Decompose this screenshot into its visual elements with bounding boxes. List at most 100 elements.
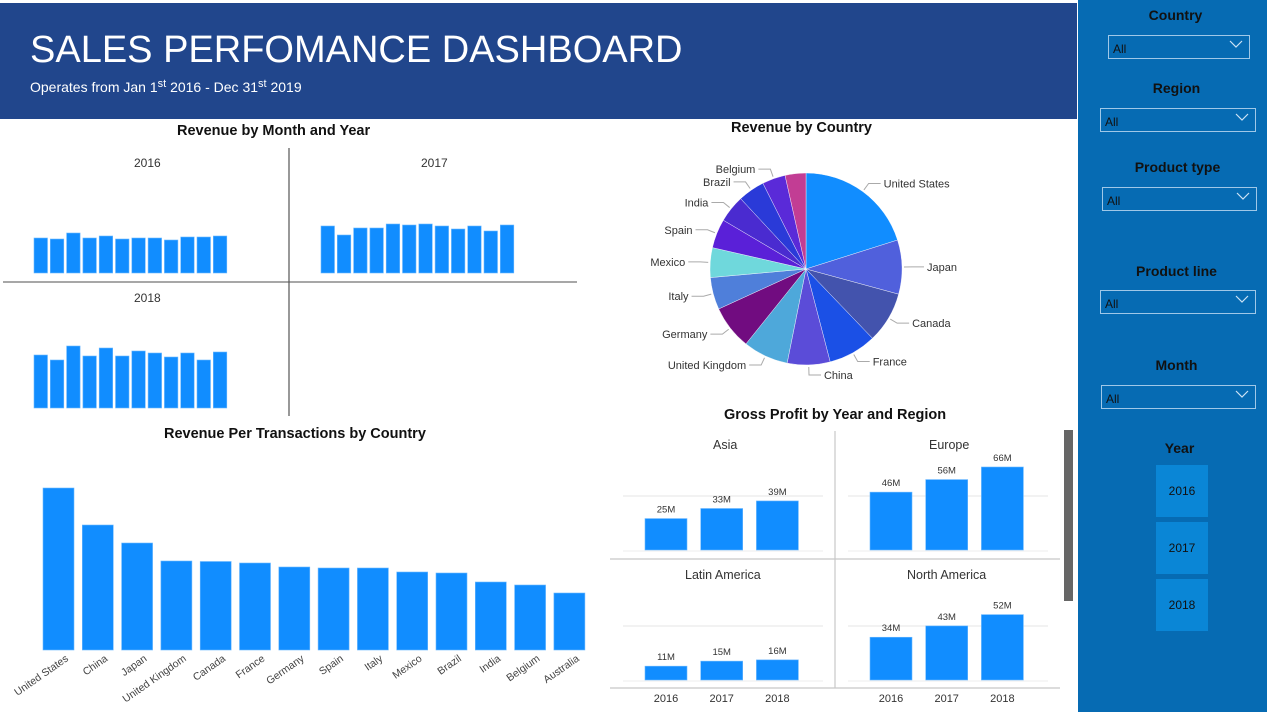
gross-profit-bar-asia-2017 [700, 508, 743, 551]
transactions-chart-title: Revenue Per Transactions by Country [164, 426, 426, 442]
pie-leader-line [758, 168, 774, 177]
chevron-down-icon [1235, 113, 1249, 121]
month-bar-2018-2 [49, 359, 65, 409]
transaction-bar-canada [199, 561, 232, 651]
subtitle-ordinal: st [157, 78, 167, 90]
x-tick-label: Spain [317, 653, 346, 678]
month-bar-2017-12 [499, 224, 515, 274]
data-label: 11M [657, 652, 675, 663]
product-type-dropdown-value: All [1107, 194, 1121, 208]
product-type-dropdown[interactable]: All [1102, 187, 1257, 211]
data-label: 34M [882, 623, 901, 634]
pie-label-canada: Canada [912, 318, 951, 330]
panel-label-north-america: North America [907, 568, 987, 582]
country-dropdown-value: All [1113, 42, 1127, 56]
product-type-slicer-label: Product type [1134, 159, 1221, 175]
month-bar-2017-11 [483, 230, 498, 274]
month-bar-2017-6 [402, 224, 417, 274]
month-bar-2016-11 [196, 236, 211, 274]
transaction-bar-italy [357, 567, 389, 651]
subtitle-ordinal: st [258, 78, 267, 90]
x-tick-label: Japan [119, 653, 149, 679]
product-line-dropdown-value: All [1105, 297, 1119, 311]
month-bar-2016-7 [131, 237, 146, 274]
year-tile-2017[interactable]: 2017 [1156, 522, 1208, 574]
month-bar-2017-5 [385, 223, 401, 274]
x-tick-label: China [81, 653, 110, 679]
month-dropdown-value: All [1106, 392, 1120, 406]
chevron-down-icon [1235, 390, 1249, 398]
month-bar-2018-5 [98, 347, 113, 409]
x-tick-label: France [234, 653, 268, 682]
month-bar-2017-8 [434, 225, 449, 274]
pie-label-belgium: Belgium [716, 164, 756, 176]
month-dropdown[interactable]: All [1101, 385, 1256, 409]
panel-label-2016: 2016 [134, 156, 161, 170]
x-tick-label: 2017 [934, 693, 958, 705]
month-bar-2018-10 [180, 352, 195, 409]
chevron-down-icon [1235, 295, 1249, 303]
month-bar-2016-5 [98, 235, 113, 274]
pie-leader-line [688, 261, 709, 263]
transaction-bar-germany [278, 566, 311, 651]
page-title: SALES PERFOMANCE DASHBOARD [30, 29, 683, 71]
visual-scrollbar[interactable] [1064, 430, 1073, 601]
gross-profit-bar-asia-2016 [644, 518, 688, 551]
year-tile-2018[interactable]: 2018 [1156, 579, 1208, 631]
subtitle-text: 2016 - Dec 31 [166, 79, 259, 95]
region-slicer-label: Region [1152, 80, 1201, 96]
gross-profit-bar-north-america-2018 [981, 614, 1024, 681]
month-bar-2018-11 [196, 359, 211, 409]
pie-label-united-states: United States [884, 178, 951, 190]
month-bar-2016-2 [49, 238, 65, 274]
data-label: 15M [712, 647, 731, 658]
gross-profit-bar-europe-2017 [925, 479, 969, 551]
panel-label-latin-america: Latin America [685, 568, 761, 582]
subtitle-text: Operates from Jan 1 [30, 79, 158, 95]
year-slicer-label: Year [1164, 440, 1195, 456]
transaction-bar-brazil [435, 572, 468, 651]
data-label: 56M [937, 466, 956, 477]
pie-leader-line [808, 366, 821, 376]
country-dropdown[interactable]: All [1108, 35, 1250, 59]
x-tick-label: 2017 [709, 693, 733, 705]
pie-label-spain: Spain [664, 225, 692, 237]
monthly-revenue-title: Revenue by Month and Year [177, 123, 371, 139]
x-tick-label: 2018 [990, 693, 1014, 705]
revenue-by-country-pie: United States Japan Canada France China Unite… [650, 164, 957, 382]
month-bar-2016-4 [82, 237, 97, 274]
month-bar-2018-4 [82, 355, 97, 409]
pie-leader-line [749, 357, 765, 366]
chevron-down-icon [1236, 192, 1250, 200]
filter-sidebar: Country All Region All Product type All … [1078, 0, 1267, 712]
pie-label-france: France [873, 357, 907, 369]
panel-label-2017: 2017 [421, 156, 448, 170]
gross-profit-bar-latin-america-2017 [700, 660, 743, 681]
month-bar-2018-1 [33, 354, 48, 409]
pie-title: Revenue by Country [731, 120, 872, 136]
x-tick-label: 2016 [654, 693, 678, 705]
data-label: 33M [712, 495, 731, 506]
month-bar-2017-9 [451, 228, 466, 274]
monthly-revenue-chart [3, 148, 577, 416]
month-bar-2018-12 [213, 351, 228, 409]
pie-label-japan: Japan [927, 262, 957, 274]
month-bar-2016-9 [164, 239, 179, 274]
gross-profit-bar-north-america-2017 [925, 625, 969, 681]
gross-profit-chart: 25M 33M 39M 46M 56M 66M 11M 15M 16M 34M 43M 52M 2016… [610, 431, 1060, 705]
x-tick-label: Germany [264, 652, 307, 687]
data-label: 43M [937, 612, 956, 623]
x-tick-label: Brazil [435, 653, 463, 678]
panel-label-europe: Europe [929, 438, 970, 452]
product-line-dropdown[interactable]: All [1100, 290, 1256, 314]
x-tick-label: Australia [541, 653, 581, 686]
region-dropdown-value: All [1105, 115, 1119, 129]
pie-label-china: China [824, 370, 854, 382]
region-dropdown[interactable]: All [1100, 108, 1256, 132]
gross-profit-bar-europe-2016 [869, 491, 913, 551]
year-tile-2016[interactable]: 2016 [1156, 465, 1208, 517]
gross-profit-bar-europe-2018 [981, 466, 1024, 551]
transaction-bar-united-states [42, 487, 75, 651]
gross-profit-bar-latin-america-2018 [756, 659, 799, 681]
